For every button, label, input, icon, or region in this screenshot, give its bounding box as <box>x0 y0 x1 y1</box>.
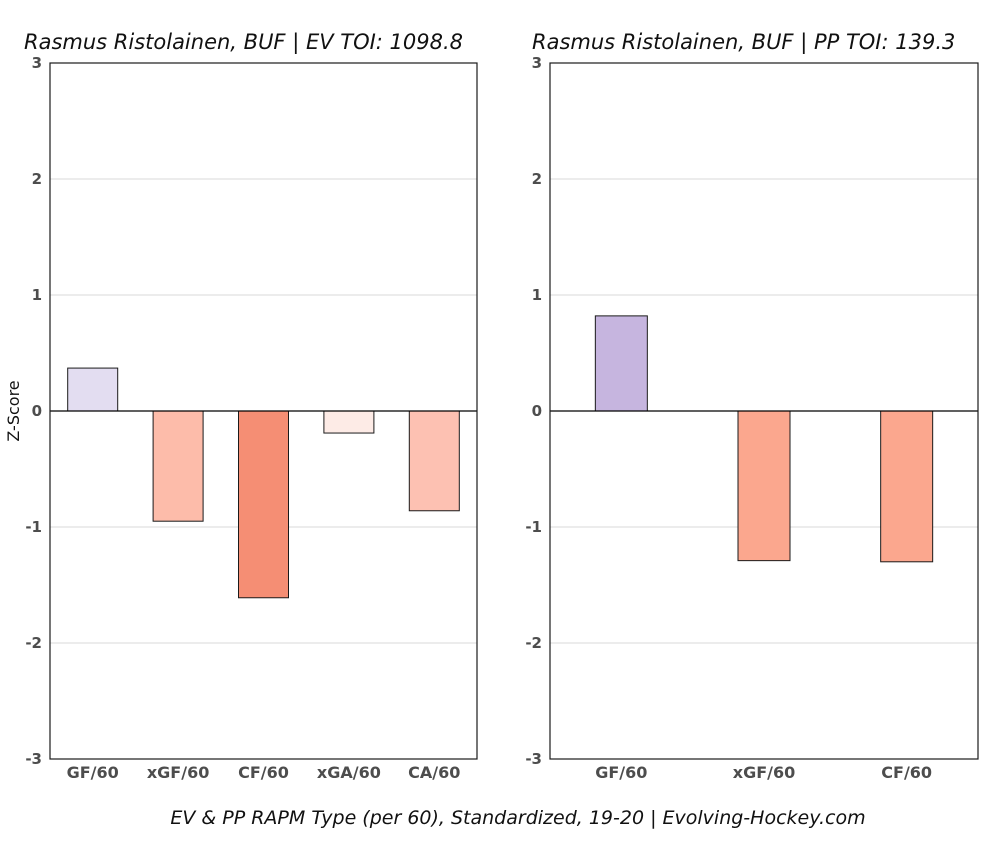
y-axis-label: Z-Score <box>4 380 23 441</box>
y-tick-label: -1 <box>525 518 542 536</box>
y-tick-label: 2 <box>532 170 542 188</box>
bar-cf-per-60 <box>238 410 289 599</box>
y-tick-label: -2 <box>525 634 542 652</box>
bar-gf-per-60 <box>594 315 648 412</box>
y-tick-label: 3 <box>532 54 542 72</box>
y-tick-label: -3 <box>525 750 542 768</box>
ev-rapm-panel: Rasmus Ristolainen, BUF | EV TOI: 1098.8… <box>4 30 478 782</box>
y-tick-label: -3 <box>25 750 42 768</box>
y-tick-label: 1 <box>532 286 542 304</box>
bar-gf-per-60 <box>67 367 119 412</box>
y-tick-label: -2 <box>25 634 42 652</box>
bar-xgf-per-60 <box>152 410 204 522</box>
bar-xgf-per-60 <box>737 410 791 562</box>
y-tick-label: 0 <box>532 402 542 420</box>
chart-caption: EV & PP RAPM Type (per 60), Standardized… <box>170 807 865 829</box>
y-tick-label: -1 <box>25 518 42 536</box>
bar-cf-per-60 <box>880 410 934 563</box>
x-tick-label: xGA/60 <box>317 763 381 782</box>
pp-panel-title: Rasmus Ristolainen, BUF | PP TOI: 139.3 <box>532 30 955 55</box>
bar-ca-per-60 <box>408 410 460 512</box>
plot-frame <box>49 62 478 760</box>
y-tick-label: 1 <box>32 286 42 304</box>
x-tick-label: CF/60 <box>881 763 932 782</box>
y-tick-label: 2 <box>32 170 42 188</box>
x-tick-label: GF/60 <box>595 763 647 782</box>
bar-xga-per-60 <box>323 410 375 434</box>
pp-rapm-panel: Rasmus Ristolainen, BUF | PP TOI: 139.3 … <box>525 30 979 782</box>
ev-panel-title: Rasmus Ristolainen, BUF | EV TOI: 1098.8 <box>24 30 463 55</box>
x-tick-label: xGF/60 <box>147 763 210 782</box>
plot-frame <box>549 62 979 760</box>
y-tick-label: 3 <box>32 54 42 72</box>
x-tick-label: GF/60 <box>67 763 119 782</box>
y-tick-label: 0 <box>32 402 42 420</box>
x-tick-label: xGF/60 <box>733 763 796 782</box>
x-tick-label: CA/60 <box>408 763 460 782</box>
x-tick-label: CF/60 <box>238 763 289 782</box>
